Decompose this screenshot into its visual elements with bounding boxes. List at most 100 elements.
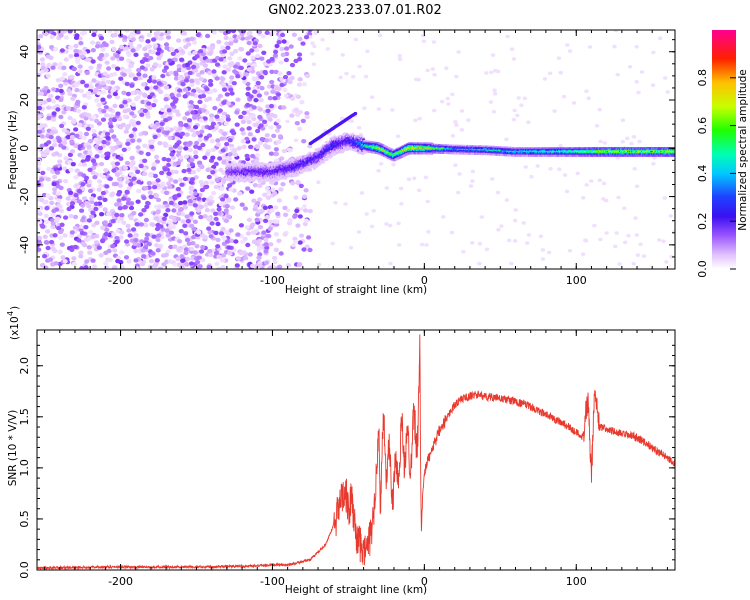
noise-dot — [37, 44, 42, 50]
noise-dot — [468, 184, 474, 188]
noise-dot — [220, 148, 226, 153]
noise-dot — [129, 83, 135, 88]
noise-dot — [210, 170, 216, 175]
noise-dot — [192, 219, 198, 224]
noise-dot — [194, 54, 200, 59]
noise-dot — [248, 34, 254, 40]
noise-dot — [111, 134, 117, 139]
noise-dot — [67, 152, 73, 157]
noise-dot — [310, 52, 315, 56]
noise-dot — [112, 32, 118, 38]
noise-dot — [151, 103, 157, 108]
noise-dot — [77, 144, 83, 149]
noise-dot — [128, 63, 134, 69]
noise-dot — [151, 37, 157, 42]
noise-dot — [180, 219, 186, 224]
noise-dot — [71, 262, 77, 267]
noise-dot — [202, 155, 208, 160]
noise-dot — [116, 140, 122, 146]
noise-dot — [158, 36, 164, 41]
noise-dot — [229, 75, 235, 80]
noise-dot — [261, 50, 267, 55]
noise-dot — [62, 233, 68, 238]
noise-dot — [269, 208, 275, 213]
noise-dot — [103, 113, 110, 118]
noise-dot — [181, 168, 187, 174]
noise-dot — [399, 202, 404, 206]
noise-dot — [286, 71, 292, 76]
noise-dot — [77, 69, 83, 74]
noise-dot — [257, 140, 264, 145]
noise-dot — [293, 138, 299, 143]
noise-dot — [143, 186, 149, 191]
noise-dot — [218, 57, 224, 62]
noise-dot — [295, 94, 301, 100]
noise-dot — [73, 127, 79, 132]
noise-dot — [257, 43, 263, 49]
noise-dot — [604, 198, 609, 203]
noise-dot — [183, 154, 189, 159]
noise-dot — [91, 78, 97, 83]
noise-dot — [52, 62, 58, 67]
noise-dot — [86, 218, 92, 223]
noise-dot — [441, 215, 446, 219]
noise-dot — [177, 207, 184, 212]
noise-dot — [377, 33, 383, 38]
noise-dot — [110, 80, 116, 85]
noise-dot — [278, 60, 284, 65]
noise-dot — [196, 167, 202, 173]
noise-dot — [114, 30, 120, 34]
noise-dot — [135, 145, 141, 150]
noise-dot — [43, 213, 49, 219]
noise-dot — [81, 162, 88, 167]
noise-dot — [101, 90, 107, 95]
noise-dot — [161, 216, 167, 221]
noise-dot — [397, 57, 403, 61]
noise-dot — [114, 239, 120, 244]
noise-dot — [278, 187, 284, 192]
noise-dot — [264, 245, 270, 250]
noise-dot — [262, 119, 268, 125]
noise-dot — [122, 114, 128, 119]
noise-dot — [303, 218, 309, 223]
noise-dot — [76, 188, 83, 194]
noise-dot — [182, 223, 188, 228]
noise-dot — [307, 247, 313, 253]
noise-dot — [68, 45, 74, 50]
noise-dot — [512, 218, 518, 223]
noise-dot — [189, 36, 195, 41]
noise-dot — [57, 249, 63, 255]
noise-dot — [77, 64, 83, 69]
noise-dot — [210, 155, 216, 160]
noise-dot — [529, 174, 534, 179]
noise-dot — [171, 208, 177, 213]
noise-dot — [215, 266, 221, 269]
noise-dot — [597, 107, 602, 112]
noise-dot — [126, 98, 132, 103]
noise-dot — [223, 121, 229, 126]
ridge-cell — [229, 179, 233, 183]
noise-dot — [255, 128, 261, 134]
noise-dot — [567, 49, 573, 53]
noise-dot — [227, 152, 233, 157]
noise-dot — [203, 180, 209, 185]
noise-dot — [243, 255, 249, 261]
noise-dot — [186, 118, 193, 123]
noise-dot — [155, 51, 161, 56]
noise-dot — [135, 199, 141, 204]
noise-dot — [182, 176, 188, 182]
noise-dot — [52, 174, 58, 180]
noise-dot — [180, 68, 186, 73]
noise-dot — [111, 265, 117, 269]
noise-dot — [72, 225, 78, 231]
noise-dot — [195, 255, 202, 260]
noise-dot — [256, 209, 262, 214]
noise-dot — [78, 250, 84, 255]
noise-dot — [235, 74, 241, 79]
noise-dot — [330, 241, 335, 246]
noise-dot — [279, 82, 285, 88]
noise-dot — [598, 139, 603, 144]
noise-dot — [114, 212, 120, 218]
noise-dot — [100, 47, 106, 52]
noise-dot — [167, 259, 173, 264]
